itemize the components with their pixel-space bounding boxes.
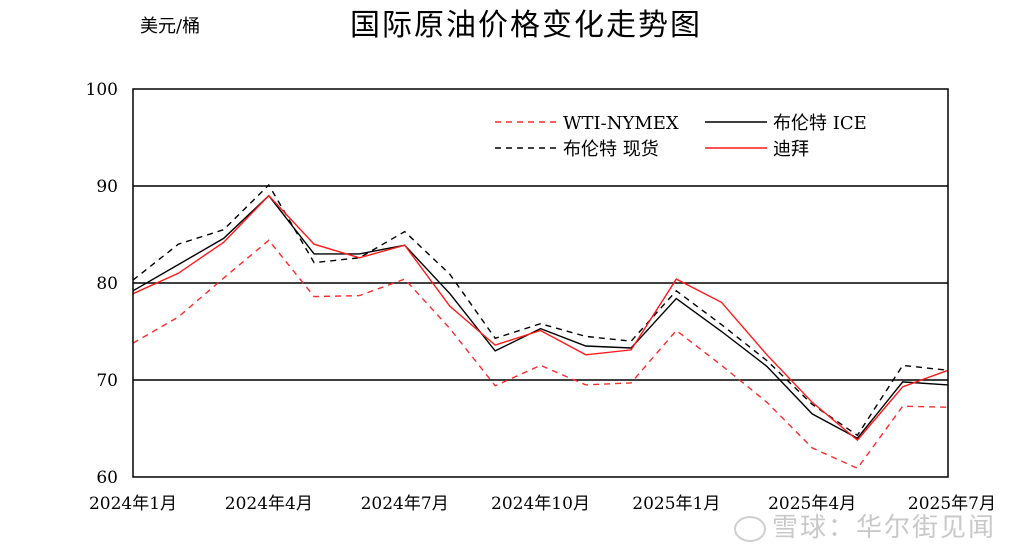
x-tick-label: 2025年7月 <box>908 494 996 514</box>
axis-ticks: 60 70 80 90 100 2024年1月 2024年4月 2024年7月 2024年10月… <box>86 80 996 514</box>
watermark-text: 雪球：华尔街见闻 <box>771 513 996 543</box>
legend-label: 布伦特 ICE <box>773 113 867 134</box>
legend: WTI-NYMEX 布伦特 ICE 布伦特 现货 迪拜 <box>495 113 867 160</box>
y-tick-label: 90 <box>96 177 118 197</box>
plot-area-frame <box>132 88 949 478</box>
y-tick-label: 60 <box>96 468 118 488</box>
x-tick-label: 2025年4月 <box>768 494 856 514</box>
x-tick-label: 2024年7月 <box>361 494 449 514</box>
series-line-1 <box>132 194 949 440</box>
x-tick-label: 2024年4月 <box>225 494 313 514</box>
x-tick-label: 2025年1月 <box>632 494 720 514</box>
legend-label: WTI-NYMEX <box>563 113 679 134</box>
chart-title: 国际原油价格变化走势图 <box>350 8 702 43</box>
series-line-0 <box>132 239 949 470</box>
y-tick-label: 100 <box>86 80 118 100</box>
legend-label: 布伦特 现货 <box>563 139 659 160</box>
y-axis-unit-label: 美元/桶 <box>140 16 201 37</box>
watermark: 雪球：华尔街见闻 <box>733 507 996 544</box>
y-tick-label: 80 <box>96 274 118 294</box>
snowball-logo-icon <box>733 515 766 542</box>
y-tick-label: 70 <box>96 371 118 391</box>
series-line-2 <box>132 183 949 437</box>
gridlines <box>133 185 948 381</box>
x-tick-label: 2024年1月 <box>89 494 177 514</box>
series-line-3 <box>132 194 949 442</box>
legend-label: 迪拜 <box>773 139 809 160</box>
series-lines <box>132 183 949 470</box>
x-tick-label: 2024年10月 <box>491 494 590 514</box>
